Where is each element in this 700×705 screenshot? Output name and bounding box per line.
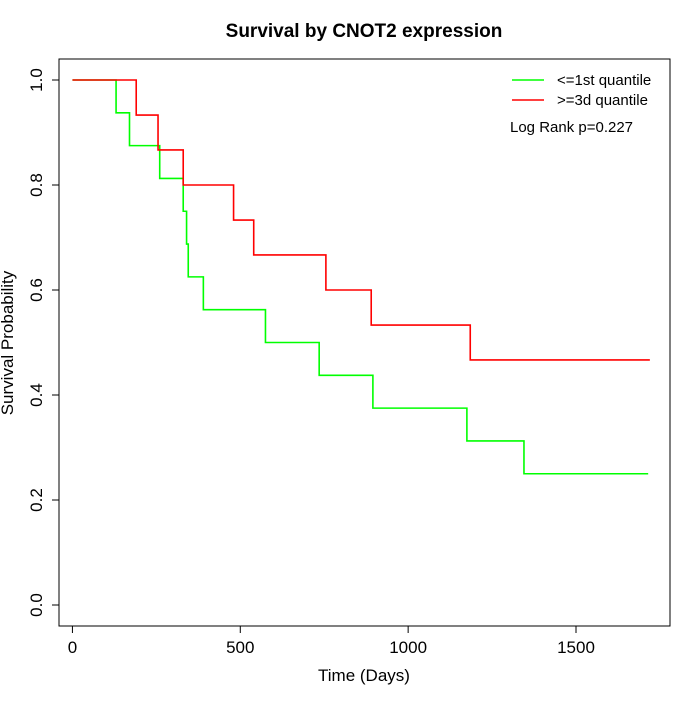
y-axis-label: Survival Probability (0, 270, 17, 415)
y-tick-label: 0.4 (27, 383, 46, 407)
x-tick-label: 1000 (389, 638, 427, 657)
x-tick-label: 0 (68, 638, 77, 657)
x-axis-label: Time (Days) (318, 666, 410, 685)
y-tick-label: 0.6 (27, 278, 46, 302)
chart-title: Survival by CNOT2 expression (226, 21, 503, 42)
series-line-0 (72, 79, 649, 475)
plot-frame (58, 58, 671, 627)
x-tick-label: 1500 (557, 638, 595, 657)
legend: <=1st quantile >=3d quantile (512, 72, 651, 109)
y-axis: 0.0 0.2 0.4 0.6 0.8 1.0 (27, 68, 60, 617)
x-tick-label: 500 (226, 638, 254, 657)
y-tick-label: 0.0 (27, 593, 46, 617)
x-axis: 0 500 1000 1500 (68, 625, 595, 657)
legend-label-0: <=1st quantile (557, 72, 651, 89)
series-line-1 (72, 79, 650, 361)
y-tick-label: 0.8 (27, 173, 46, 197)
y-tick-label: 1.0 (27, 68, 46, 92)
series-layer (72, 79, 650, 475)
y-tick-label: 0.2 (27, 488, 46, 512)
legend-label-1: >=3d quantile (557, 92, 648, 109)
log-rank-annotation: Log Rank p=0.227 (510, 119, 633, 136)
